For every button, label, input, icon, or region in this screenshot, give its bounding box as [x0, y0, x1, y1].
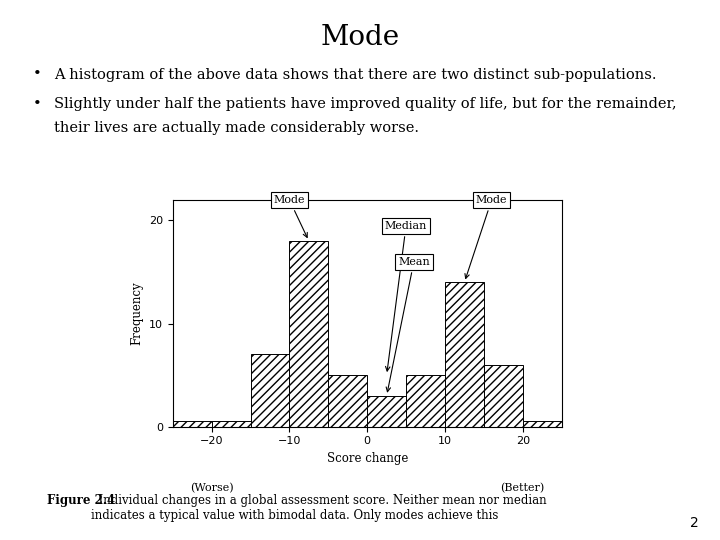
- Bar: [406, 375, 445, 427]
- Bar: [484, 364, 523, 427]
- Text: Mode: Mode: [465, 195, 508, 279]
- Text: Figure 2.4: Figure 2.4: [47, 494, 115, 507]
- Y-axis label: Frequency: Frequency: [130, 281, 143, 345]
- Bar: [523, 421, 562, 427]
- Text: Mode: Mode: [274, 195, 307, 238]
- Text: Mode: Mode: [320, 24, 400, 51]
- Text: •: •: [32, 97, 41, 111]
- Text: Individual changes in a global assessment score. Neither mean nor median
indicat: Individual changes in a global assessmen…: [91, 494, 547, 522]
- Bar: [212, 421, 251, 427]
- Text: (Better): (Better): [500, 483, 545, 494]
- Text: (Worse): (Worse): [190, 483, 233, 494]
- Text: •: •: [32, 68, 41, 82]
- Bar: [445, 282, 484, 427]
- Bar: [251, 354, 289, 427]
- Text: Slightly under half the patients have improved quality of life, but for the rema: Slightly under half the patients have im…: [54, 97, 677, 111]
- Text: Mean: Mean: [386, 257, 430, 392]
- Bar: [367, 396, 406, 427]
- Text: Median: Median: [385, 221, 427, 371]
- Text: their lives are actually made considerably worse.: their lives are actually made considerab…: [54, 121, 419, 135]
- Text: 2: 2: [690, 516, 698, 530]
- Bar: [328, 375, 367, 427]
- Bar: [289, 241, 328, 427]
- Text: A histogram of the above data shows that there are two distinct sub-populations.: A histogram of the above data shows that…: [54, 68, 657, 82]
- Bar: [173, 421, 212, 427]
- X-axis label: Score change: Score change: [326, 452, 408, 465]
